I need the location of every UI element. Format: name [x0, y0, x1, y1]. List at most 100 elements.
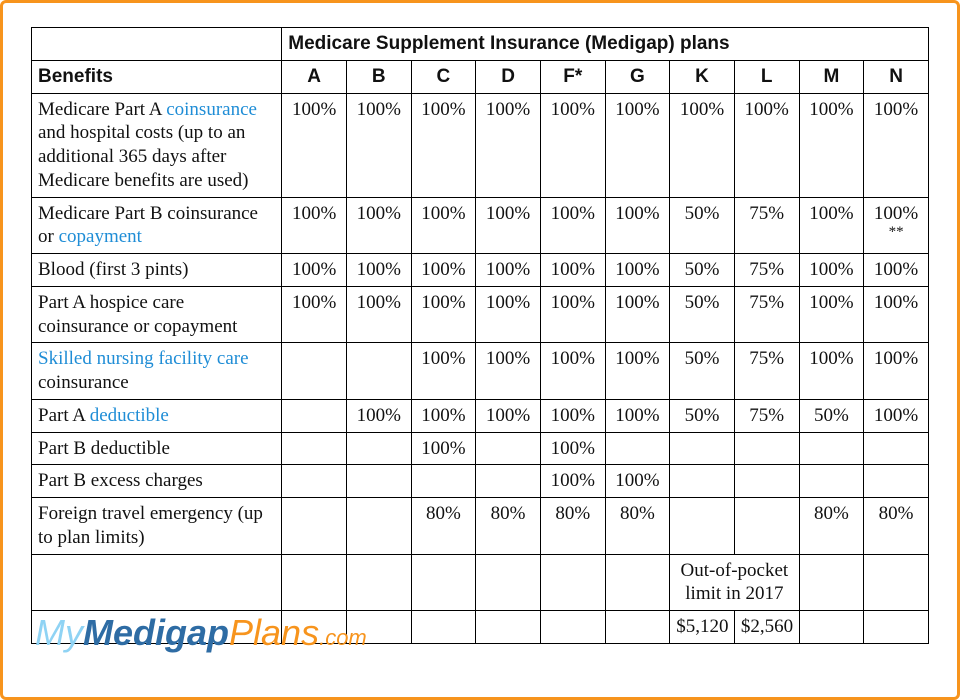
plan-header: M	[799, 60, 864, 93]
cell-value	[346, 343, 411, 400]
table-row: Foreign travel emergency (up to plan lim…	[32, 498, 929, 555]
cell-value	[346, 432, 411, 465]
cell-value: 100%**	[864, 197, 929, 254]
table-row: Medicare Part B coinsurance or copayment…	[32, 197, 929, 254]
cell-value: 100%	[540, 93, 605, 197]
cell-value: 100%	[864, 286, 929, 343]
cell-value: 100%	[799, 343, 864, 400]
cell-value	[734, 465, 799, 498]
cell-value	[476, 465, 541, 498]
cell-value: 100%	[411, 197, 476, 254]
benefit-label: Part B excess charges	[32, 465, 282, 498]
cell-value: 50%	[670, 343, 735, 400]
glossary-link[interactable]: Skilled nursing facility care	[38, 348, 249, 369]
table-row: Skilled nursing facility care coinsuranc…	[32, 343, 929, 400]
table-body: Medicare Part A coinsurance and hospital…	[32, 93, 929, 554]
cell-value: 75%	[734, 399, 799, 432]
cell-value	[864, 432, 929, 465]
cell-value	[864, 465, 929, 498]
glossary-link[interactable]: coinsurance	[166, 99, 257, 120]
cell-value: 100%	[799, 197, 864, 254]
benefit-text: Blood (first 3 pints)	[38, 259, 188, 280]
cell-value	[799, 465, 864, 498]
cell-value: 100%	[346, 399, 411, 432]
cell-value: 100%	[734, 93, 799, 197]
cell-value: 80%	[799, 498, 864, 555]
cell-value: 100%	[476, 254, 541, 287]
benefit-label: Medicare Part B coinsurance or copayment	[32, 197, 282, 254]
plan-header: G	[605, 60, 670, 93]
cell-value	[282, 432, 347, 465]
benefit-text: coinsurance	[38, 372, 129, 393]
benefit-text: Part A hospice care coinsurance or copay…	[38, 292, 237, 337]
table-row: Part B deductible100%100%	[32, 432, 929, 465]
benefit-label: Skilled nursing facility care coinsuranc…	[32, 343, 282, 400]
oop-label: Out-of-pocket limit in 2017	[670, 554, 799, 611]
cell-value	[799, 432, 864, 465]
benefit-text: Foreign travel emergency (up to plan lim…	[38, 503, 263, 548]
glossary-link[interactable]: copayment	[59, 226, 142, 247]
cell-value: 100%	[346, 254, 411, 287]
cell-value	[346, 465, 411, 498]
cell-value: 100%	[540, 286, 605, 343]
logo-medigap: Medigap	[83, 612, 229, 653]
cell-value: 50%	[670, 254, 735, 287]
cell-sub: **	[870, 225, 922, 240]
cell-value: 75%	[734, 197, 799, 254]
cell-value: 80%	[411, 498, 476, 555]
cell-value: 100%	[476, 197, 541, 254]
cell-value	[734, 432, 799, 465]
cell-value: 100%	[346, 197, 411, 254]
cell-value	[670, 432, 735, 465]
cell-main: 100%	[874, 203, 918, 224]
glossary-link[interactable]: deductible	[90, 405, 169, 426]
cell-value: 100%	[476, 399, 541, 432]
oop-value-l: $2,560	[734, 611, 799, 644]
cell-value: 80%	[540, 498, 605, 555]
cell-value: 100%	[540, 432, 605, 465]
cell-value: 100%	[282, 93, 347, 197]
medigap-table: Medicare Supplement Insurance (Medigap) …	[31, 27, 929, 644]
plan-header: A	[282, 60, 347, 93]
cell-value: 100%	[670, 93, 735, 197]
benefit-label: Part B deductible	[32, 432, 282, 465]
cell-value: 100%	[605, 93, 670, 197]
table-row: Medicare Part A coinsurance and hospital…	[32, 93, 929, 197]
benefits-header: Benefits	[32, 60, 282, 93]
cell-value: 100%	[605, 343, 670, 400]
table-row: Part A deductible100%100%100%100%100%50%…	[32, 399, 929, 432]
plan-header: N	[864, 60, 929, 93]
cell-value: 100%	[411, 286, 476, 343]
cell-value	[282, 465, 347, 498]
cell-value: 100%	[864, 93, 929, 197]
cell-value: 100%	[864, 399, 929, 432]
cell-value: 100%	[540, 465, 605, 498]
logo-plans: Plans	[229, 612, 319, 653]
banner-title: Medicare Supplement Insurance (Medigap) …	[282, 28, 929, 61]
cell-value: 100%	[605, 197, 670, 254]
cell-value: 100%	[605, 465, 670, 498]
medigap-card: Medicare Supplement Insurance (Medigap) …	[0, 0, 960, 700]
cell-value	[346, 498, 411, 555]
cell-value	[476, 432, 541, 465]
plan-header: F*	[540, 60, 605, 93]
cell-value	[411, 465, 476, 498]
table-row: Blood (first 3 pints)100%100%100%100%100…	[32, 254, 929, 287]
cell-value: 100%	[476, 343, 541, 400]
cell-value: 50%	[670, 197, 735, 254]
cell-value: 100%	[411, 254, 476, 287]
cell-value: 100%	[411, 93, 476, 197]
cell-value: 100%	[540, 399, 605, 432]
benefit-label: Blood (first 3 pints)	[32, 254, 282, 287]
cell-value: 50%	[799, 399, 864, 432]
cell-value: 100%	[282, 197, 347, 254]
benefit-text: Part B deductible	[38, 438, 170, 459]
benefit-label: Part A hospice care coinsurance or copay…	[32, 286, 282, 343]
cell-value: 100%	[476, 286, 541, 343]
cell-value: 100%	[346, 93, 411, 197]
cell-value: 100%	[864, 343, 929, 400]
cell-value: 100%	[411, 343, 476, 400]
cell-value	[282, 343, 347, 400]
cell-value	[670, 498, 735, 555]
logo: MyMedigapPlans.com	[35, 615, 367, 651]
